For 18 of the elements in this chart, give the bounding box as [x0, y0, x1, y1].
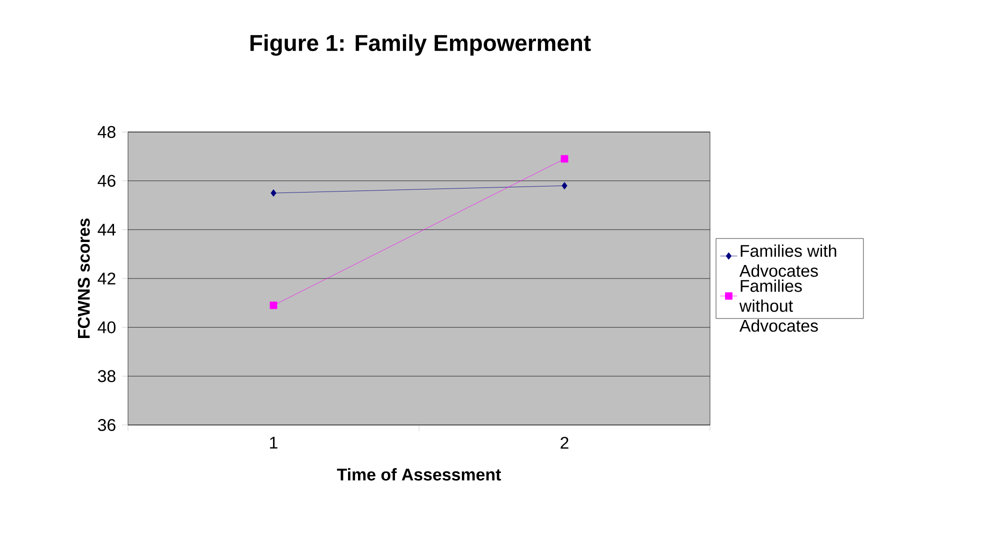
y-tick-label: 48 [98, 126, 116, 138]
y-tick-label: 46 [98, 174, 116, 187]
legend-label: Families without Advocates [739, 280, 818, 332]
point [562, 182, 568, 190]
chart-title: Figure 1: Family Empowerment [250, 34, 591, 56]
y-tick-label: 40 [98, 321, 116, 334]
y-tick-label: 38 [98, 370, 116, 382]
y-tick-label: 36 [98, 419, 116, 431]
y-tick-label: 44 [98, 224, 116, 236]
point [270, 189, 276, 197]
y-tick-label: 42 [98, 272, 116, 284]
y-axis-title: FCWNS scores [78, 218, 90, 338]
point [560, 155, 568, 163]
x-axis-title: Time of Assessment [336, 468, 501, 481]
point [270, 302, 278, 310]
x-tick-label: 1 [270, 436, 278, 448]
x-tick-label: 2 [560, 436, 568, 449]
legend-label: Families with Advocates [739, 244, 836, 277]
